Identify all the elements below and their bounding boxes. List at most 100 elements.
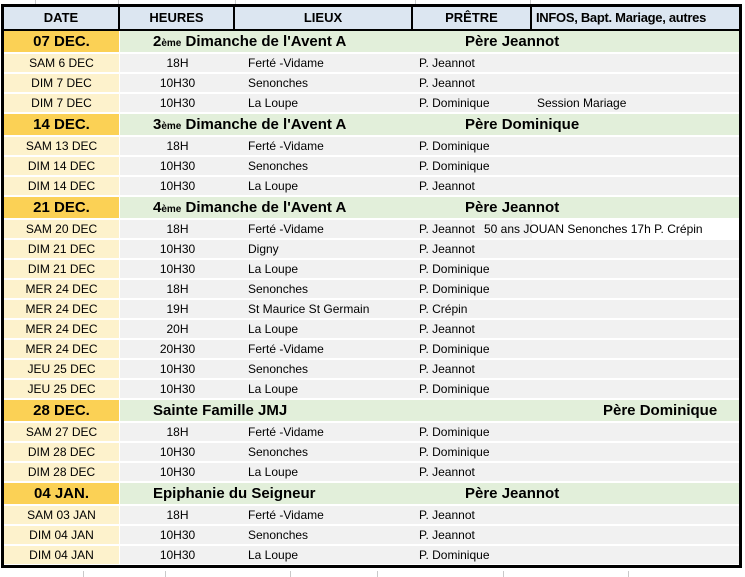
lieux-cell[interactable]: La Loupe <box>235 260 413 278</box>
date-cell[interactable]: DIM 7 DEC <box>4 74 120 92</box>
section-body-cell[interactable]: Sainte Famille JMJ Père Dominique <box>120 400 739 421</box>
pretre-cell[interactable]: P. Jeannot <box>413 463 532 481</box>
section-date-cell[interactable]: 07 DEC. <box>4 31 120 52</box>
date-cell[interactable]: JEU 25 DEC <box>4 380 120 398</box>
heures-cell[interactable]: 10H30 <box>120 380 235 398</box>
pretre-cell[interactable]: P. Jeannot <box>413 220 532 238</box>
pretre-cell[interactable]: P. Dominique <box>413 280 532 298</box>
lieux-cell[interactable]: Senonches <box>235 443 413 461</box>
pretre-cell[interactable]: P. Dominique <box>413 94 532 112</box>
pretre-cell[interactable]: P. Jeannot <box>413 74 532 92</box>
infos-cell[interactable] <box>532 300 739 318</box>
heures-cell[interactable]: 10H30 <box>120 240 235 258</box>
section-body-cell[interactable]: Epiphanie du Seigneur Père Jeannot <box>120 483 739 504</box>
infos-cell[interactable] <box>532 137 739 155</box>
section-date-cell[interactable]: 04 JAN. <box>4 483 120 504</box>
heures-cell[interactable]: 18H <box>120 137 235 155</box>
date-cell[interactable]: MER 24 DEC <box>4 300 120 318</box>
date-cell[interactable]: SAM 27 DEC <box>4 423 120 441</box>
section-date-cell[interactable]: 14 DEC. <box>4 114 120 135</box>
pretre-cell[interactable]: P. Jeannot <box>413 177 532 195</box>
infos-cell[interactable] <box>532 463 739 481</box>
infos-cell[interactable] <box>532 320 739 338</box>
lieux-cell[interactable]: La Loupe <box>235 177 413 195</box>
date-cell[interactable]: SAM 03 JAN <box>4 506 120 524</box>
infos-cell[interactable] <box>532 54 739 72</box>
lieux-cell[interactable]: La Loupe <box>235 320 413 338</box>
lieux-cell[interactable]: Ferté -Vidame <box>235 340 413 358</box>
header-cell-date[interactable]: DATE <box>4 7 120 29</box>
heures-cell[interactable]: 10H30 <box>120 74 235 92</box>
heures-cell[interactable]: 10H30 <box>120 177 235 195</box>
section-body-cell[interactable]: 4ème Dimanche de l'Avent A Père Jeannot <box>120 197 739 218</box>
heures-cell[interactable]: 20H30 <box>120 340 235 358</box>
pretre-cell[interactable]: P. Dominique <box>413 546 532 564</box>
infos-cell[interactable] <box>532 340 739 358</box>
lieux-cell[interactable]: Ferté -Vidame <box>235 220 413 238</box>
date-cell[interactable]: DIM 14 DEC <box>4 177 120 195</box>
pretre-cell[interactable]: P. Dominique <box>413 260 532 278</box>
infos-cell[interactable] <box>532 443 739 461</box>
pretre-cell[interactable]: P. Dominique <box>413 157 532 175</box>
heures-cell[interactable]: 19H <box>120 300 235 318</box>
section-date-cell[interactable]: 21 DEC. <box>4 197 120 218</box>
infos-cell[interactable] <box>532 506 739 524</box>
pretre-cell[interactable]: P. Jeannot <box>413 240 532 258</box>
header-cell-infos[interactable]: INFOS, Bapt. Mariage, autres <box>536 10 707 25</box>
infos-cell[interactable] <box>532 260 739 278</box>
heures-cell[interactable]: 10H30 <box>120 157 235 175</box>
pretre-cell[interactable]: P. Jeannot <box>413 526 532 544</box>
lieux-cell[interactable]: La Loupe <box>235 380 413 398</box>
infos-cell[interactable] <box>532 74 739 92</box>
date-cell[interactable]: DIM 28 DEC <box>4 443 120 461</box>
heures-cell[interactable]: 10H30 <box>120 360 235 378</box>
pretre-cell[interactable]: P. Dominique <box>413 137 532 155</box>
lieux-cell[interactable]: Senonches <box>235 360 413 378</box>
pretre-cell[interactable]: P. Dominique <box>413 443 532 461</box>
date-cell[interactable]: JEU 25 DEC <box>4 360 120 378</box>
header-cell-lieux[interactable]: LIEUX <box>235 7 413 29</box>
header-cell-heures[interactable]: HEURES <box>120 7 235 29</box>
heures-cell[interactable]: 10H30 <box>120 546 235 564</box>
lieux-cell[interactable]: Ferté -Vidame <box>235 506 413 524</box>
lieux-cell[interactable]: Ferté -Vidame <box>235 423 413 441</box>
lieux-cell[interactable]: Ferté -Vidame <box>235 54 413 72</box>
date-cell[interactable]: DIM 04 JAN <box>4 526 120 544</box>
section-body-cell[interactable]: 3ème Dimanche de l'Avent A Père Dominiqu… <box>120 114 739 135</box>
pretre-cell[interactable]: P. Dominique <box>413 380 532 398</box>
infos-cell[interactable] <box>532 423 739 441</box>
heures-cell[interactable]: 18H <box>120 423 235 441</box>
infos-cell[interactable] <box>532 280 739 298</box>
date-cell[interactable]: DIM 14 DEC <box>4 157 120 175</box>
date-cell[interactable]: DIM 21 DEC <box>4 240 120 258</box>
pretre-cell[interactable]: P. Jeannot <box>413 506 532 524</box>
infos-cell[interactable] <box>532 240 739 258</box>
section-body-cell[interactable]: 2ème Dimanche de l'Avent A Père Jeannot <box>120 31 739 52</box>
lieux-cell[interactable]: Senonches <box>235 157 413 175</box>
infos-cell[interactable] <box>532 157 739 175</box>
lieux-cell[interactable]: Senonches <box>235 526 413 544</box>
heures-cell[interactable]: 10H30 <box>120 260 235 278</box>
heures-cell[interactable]: 20H <box>120 320 235 338</box>
date-cell[interactable]: DIM 28 DEC <box>4 463 120 481</box>
lieux-cell[interactable]: Senonches <box>235 74 413 92</box>
pretre-cell[interactable]: P. Jeannot <box>413 320 532 338</box>
heures-cell[interactable]: 18H <box>120 506 235 524</box>
date-cell[interactable]: DIM 7 DEC <box>4 94 120 112</box>
infos-cell[interactable] <box>532 546 739 564</box>
infos-cell[interactable] <box>532 526 739 544</box>
date-cell[interactable]: SAM 13 DEC <box>4 137 120 155</box>
infos-cell[interactable] <box>532 360 739 378</box>
heures-cell[interactable]: 18H <box>120 54 235 72</box>
heures-cell[interactable]: 10H30 <box>120 526 235 544</box>
lieux-cell[interactable]: La Loupe <box>235 94 413 112</box>
heures-cell[interactable]: 18H <box>120 220 235 238</box>
lieux-cell[interactable]: La Loupe <box>235 546 413 564</box>
date-cell[interactable]: SAM 6 DEC <box>4 54 120 72</box>
pretre-cell[interactable]: P. Jeannot <box>413 360 532 378</box>
date-cell[interactable]: MER 24 DEC <box>4 320 120 338</box>
pretre-cell[interactable]: P. Dominique <box>413 423 532 441</box>
pretre-cell[interactable]: P. Crépin <box>413 300 532 318</box>
lieux-cell[interactable]: La Loupe <box>235 463 413 481</box>
lieux-cell[interactable]: Digny <box>235 240 413 258</box>
